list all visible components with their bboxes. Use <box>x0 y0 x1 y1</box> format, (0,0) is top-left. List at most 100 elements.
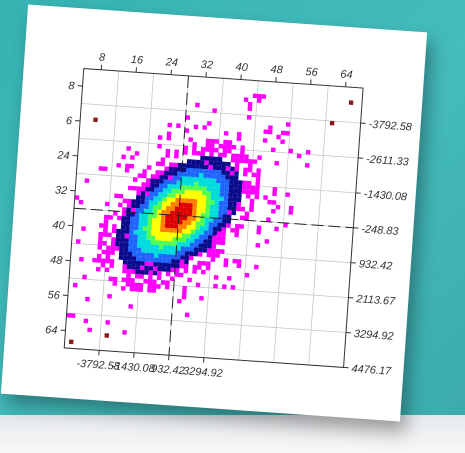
density-cell <box>176 246 182 251</box>
density-cell <box>192 146 197 152</box>
density-cell <box>103 223 109 229</box>
density-cell <box>256 98 262 103</box>
density-cell <box>162 249 168 255</box>
density-cell <box>179 198 185 203</box>
density-cell <box>129 229 134 235</box>
density-cell <box>129 286 135 292</box>
density-cell <box>241 189 247 194</box>
density-cell <box>186 220 192 226</box>
density-cell <box>152 213 157 219</box>
density-cell <box>149 187 155 192</box>
density-cell <box>218 200 224 206</box>
density-cell <box>147 279 153 284</box>
density-cell <box>243 97 249 103</box>
y-right-tick-label: -3792.58 <box>368 119 413 134</box>
density-cell <box>160 280 166 285</box>
density-cell <box>232 201 237 207</box>
density-cell <box>187 216 192 221</box>
density-cell <box>120 233 125 239</box>
density-cell <box>159 170 165 176</box>
density-cell <box>199 160 205 165</box>
y-right-tick-label: 3294.92 <box>353 328 394 343</box>
density-cell <box>108 215 114 220</box>
density-cell <box>134 282 139 288</box>
density-cell <box>189 176 195 182</box>
density-cell <box>254 190 260 195</box>
density-cell <box>205 142 211 148</box>
density-cell <box>285 130 290 136</box>
density-cell <box>305 149 311 155</box>
density-cell <box>171 254 177 260</box>
density-cell <box>248 159 253 164</box>
density-cell <box>167 122 173 128</box>
density-cell <box>130 216 135 222</box>
density-cell <box>173 223 179 229</box>
density-cell <box>233 179 239 185</box>
density-cell <box>167 184 173 189</box>
density-cell <box>164 227 170 233</box>
density-cell <box>215 183 221 188</box>
density-cell <box>214 200 220 206</box>
density-cell <box>181 176 186 181</box>
density-cell <box>203 239 208 244</box>
density-cell <box>195 164 200 169</box>
density-cell <box>186 159 192 164</box>
density-cell <box>199 230 205 235</box>
density-cell <box>123 255 128 261</box>
density-cell <box>134 216 140 222</box>
density-cell <box>182 215 188 221</box>
density-cell <box>124 233 130 239</box>
density-cell <box>195 282 201 288</box>
density-cell <box>207 182 212 188</box>
density-cell <box>232 258 238 264</box>
density-cell <box>75 239 81 244</box>
density-cell <box>247 101 253 107</box>
density-cell <box>100 262 106 268</box>
density-cell <box>135 260 141 266</box>
density-cell <box>255 185 260 191</box>
density-cell <box>151 222 157 228</box>
density-cell <box>126 268 132 274</box>
density-cell <box>203 169 209 174</box>
density-cell <box>252 159 258 165</box>
density-cell <box>153 191 159 197</box>
density-cell <box>237 180 243 185</box>
density-cell <box>226 218 232 224</box>
density-cell <box>103 227 108 233</box>
density-cell <box>257 155 262 160</box>
x-top-tick-label: 24 <box>164 56 178 69</box>
x-top-tick-label: 48 <box>270 64 284 77</box>
density-cell <box>139 274 144 279</box>
density-cell <box>211 244 217 249</box>
density-cell <box>201 261 207 266</box>
density-cell <box>194 238 200 244</box>
density-cell <box>207 239 213 245</box>
density-cell <box>168 162 174 167</box>
density-cell <box>122 330 127 335</box>
density-cell <box>200 212 206 218</box>
density-cell <box>192 269 197 274</box>
density-cell <box>190 233 196 239</box>
density-cell <box>138 287 144 293</box>
density-cell <box>163 245 168 250</box>
density-cell <box>137 243 142 249</box>
density-cell <box>136 256 141 262</box>
density-cell <box>153 253 159 259</box>
density-cell <box>82 274 87 280</box>
density-cell <box>177 171 182 177</box>
density-cell <box>135 199 141 205</box>
density-cell <box>145 178 151 183</box>
density-cell <box>127 247 133 252</box>
density-cell <box>239 154 245 159</box>
density-cell <box>129 225 135 231</box>
outlier-cell <box>348 100 354 105</box>
density-cell <box>147 287 152 293</box>
density-cell <box>209 213 215 219</box>
density-cell <box>250 189 256 195</box>
density-cell <box>147 213 153 219</box>
density-cell <box>178 272 184 278</box>
density-cell <box>149 191 155 197</box>
density-cell <box>192 207 197 213</box>
density-cell <box>192 199 198 204</box>
density-cell <box>117 215 122 221</box>
